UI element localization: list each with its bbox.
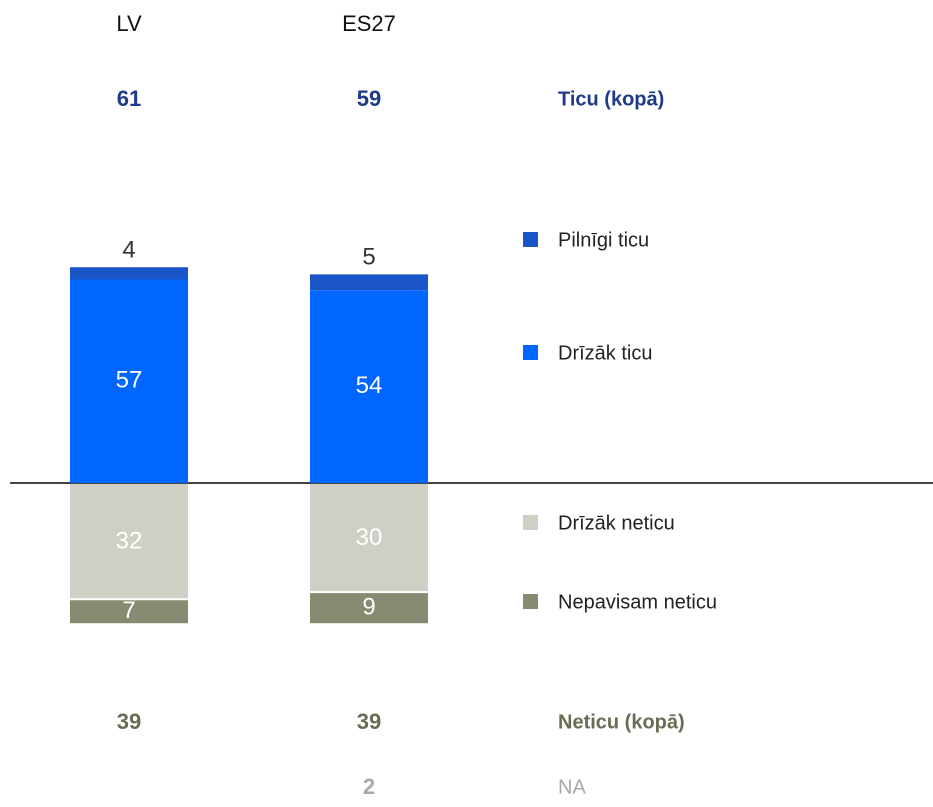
bar-segment (70, 267, 188, 280)
legend-swatch (523, 515, 538, 530)
value-label: 54 (356, 372, 383, 399)
legend-label: Drīzāk neticu (558, 512, 675, 534)
bar-segment (70, 279, 188, 483)
summary-label: Neticu (kopā) (558, 711, 685, 733)
summary-value: 2 (363, 774, 375, 799)
summary-value: 39 (357, 709, 381, 734)
bar-segment (70, 600, 188, 624)
legend-label: Drīzāk ticu (558, 342, 652, 364)
summary-value: 59 (357, 86, 381, 111)
legend-label: Nepavisam neticu (558, 591, 717, 613)
bar-segment (310, 484, 428, 592)
value-label: 5 (362, 244, 375, 271)
value-label: 30 (356, 524, 383, 551)
legend-swatch (523, 594, 538, 609)
bar-segment (70, 484, 188, 599)
value-label: 4 (122, 237, 135, 264)
summary-value: 61 (117, 86, 141, 111)
bar-segment (310, 274, 428, 291)
summary-value: 39 (117, 709, 141, 734)
value-label: 57 (116, 367, 143, 394)
value-label: 32 (116, 527, 143, 554)
summary-label: NA (558, 776, 586, 798)
summary-label: Ticu (kopā) (558, 88, 664, 110)
bar-segment (310, 290, 428, 483)
value-label: 7 (122, 597, 135, 624)
legend-swatch (523, 232, 538, 247)
column-header: LV (116, 11, 142, 36)
value-label: 9 (362, 594, 375, 621)
bar-segment (310, 593, 428, 624)
legend-label: Pilnīgi ticu (558, 229, 649, 251)
legend-swatch (523, 345, 538, 360)
column-header: ES27 (342, 11, 396, 36)
